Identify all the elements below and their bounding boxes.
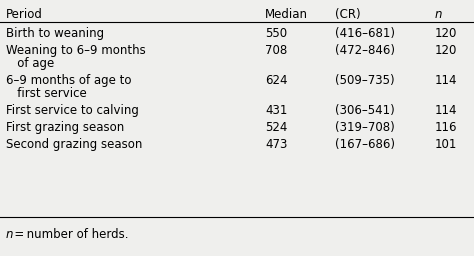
Text: Birth to weaning: Birth to weaning — [6, 27, 104, 40]
Text: (472–846): (472–846) — [335, 44, 395, 57]
Text: 6–9 months of age to: 6–9 months of age to — [6, 74, 131, 87]
Text: Second grazing season: Second grazing season — [6, 138, 142, 151]
Text: 116: 116 — [435, 121, 457, 134]
Text: n: n — [435, 8, 443, 21]
Text: (306–541): (306–541) — [335, 104, 395, 117]
Text: 708: 708 — [265, 44, 287, 57]
Text: (509–735): (509–735) — [335, 74, 395, 87]
Text: First service to calving: First service to calving — [6, 104, 139, 117]
Text: Period: Period — [6, 8, 43, 21]
Text: 473: 473 — [265, 138, 287, 151]
Text: 624: 624 — [265, 74, 288, 87]
Text: n: n — [6, 228, 13, 241]
Text: Weaning to 6–9 months: Weaning to 6–9 months — [6, 44, 146, 57]
Text: (416–681): (416–681) — [335, 27, 395, 40]
Text: first service: first service — [6, 87, 87, 100]
Text: (CR): (CR) — [335, 8, 361, 21]
Text: 431: 431 — [265, 104, 287, 117]
Text: (167–686): (167–686) — [335, 138, 395, 151]
Text: (319–708): (319–708) — [335, 121, 395, 134]
Text: Median: Median — [265, 8, 308, 21]
Text: 524: 524 — [265, 121, 287, 134]
Text: = number of herds.: = number of herds. — [12, 228, 128, 241]
Text: 114: 114 — [435, 74, 457, 87]
Text: First grazing season: First grazing season — [6, 121, 124, 134]
Text: of age: of age — [6, 57, 54, 70]
Text: 120: 120 — [435, 27, 457, 40]
Text: 101: 101 — [435, 138, 457, 151]
Text: 114: 114 — [435, 104, 457, 117]
Text: 120: 120 — [435, 44, 457, 57]
Text: 550: 550 — [265, 27, 287, 40]
